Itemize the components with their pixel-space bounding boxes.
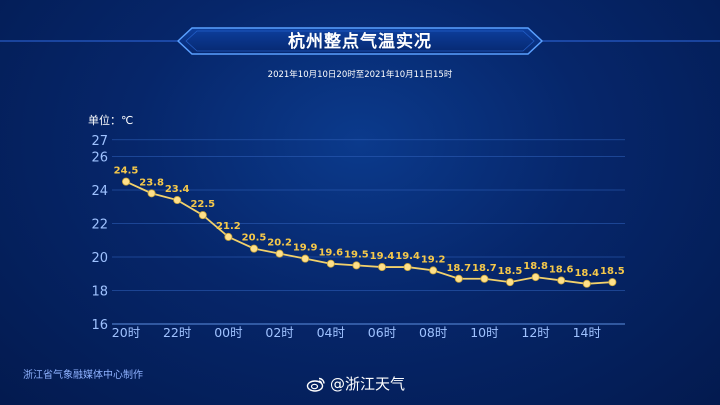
weibo-watermark: @浙江天气: [306, 373, 405, 394]
data-point: [224, 232, 233, 241]
page-title: 杭州整点气温实况: [288, 32, 432, 52]
data-label: 18.7: [472, 263, 497, 274]
data-label: 23.8: [139, 177, 164, 188]
data-point: [147, 189, 156, 198]
data-point: [275, 249, 284, 258]
data-label: 18.8: [523, 261, 548, 272]
footer-credit: 浙江省气象融媒体中心制作: [23, 370, 143, 381]
data-point: [608, 278, 617, 287]
x-tick-label: 04时: [317, 325, 346, 340]
data-label: 23.4: [165, 184, 190, 195]
y-tick-label: 24: [91, 184, 108, 199]
x-tick-label: 02时: [265, 325, 294, 340]
x-tick-label: 14时: [573, 325, 602, 340]
data-label: 21.2: [216, 221, 241, 232]
data-label: 18.5: [600, 266, 625, 277]
y-tick-label: 18: [91, 285, 108, 300]
data-point: [403, 263, 412, 272]
data-point: [505, 278, 514, 287]
data-point: [480, 274, 489, 283]
x-tick-label: 22时: [163, 325, 192, 340]
data-label: 22.5: [190, 199, 215, 210]
data-label: 20.5: [242, 233, 267, 244]
y-tick-label: 27: [91, 134, 108, 149]
temperature-series-line: [125, 180, 613, 285]
time-range-subtitle: 2021年10月10日20时至2021年10月11日15时: [267, 70, 453, 80]
data-label: 18.5: [498, 266, 523, 277]
data-label: 18.7: [446, 263, 471, 274]
y-tick-label: 26: [91, 151, 108, 166]
weibo-handle: @浙江天气: [330, 375, 406, 393]
data-label: 24.5: [114, 166, 139, 177]
data-point: [173, 196, 182, 205]
data-label: 19.6: [318, 248, 343, 259]
data-label: 19.2: [421, 254, 446, 265]
y-tick-label: 20: [91, 251, 108, 266]
data-point: [377, 263, 386, 272]
x-tick-label: 06时: [368, 325, 397, 340]
data-label: 19.9: [293, 243, 318, 254]
unit-label: 单位：℃: [88, 114, 134, 127]
data-label: 19.4: [370, 251, 395, 262]
weibo-icon: [306, 377, 325, 392]
x-tick-label: 00时: [214, 325, 243, 340]
data-point: [249, 244, 258, 253]
y-tick-label: 16: [91, 318, 108, 333]
data-label: 18.4: [574, 268, 599, 279]
data-label: 18.6: [549, 264, 574, 275]
data-point: [122, 177, 131, 186]
data-point: [352, 261, 361, 270]
x-tick-label: 08时: [419, 325, 448, 340]
y-tick-label: 22: [91, 218, 108, 233]
data-point: [557, 276, 566, 285]
data-point: [454, 274, 463, 283]
data-label: 19.5: [344, 249, 369, 260]
x-tick-label: 20时: [112, 325, 141, 340]
data-point: [326, 259, 335, 268]
x-tick-label: 12时: [521, 325, 550, 340]
data-label: 19.4: [395, 251, 420, 262]
data-point: [301, 254, 310, 263]
data-point: [531, 273, 540, 282]
data-label: 20.2: [267, 238, 292, 249]
data-point: [582, 279, 591, 288]
data-point: [198, 211, 207, 220]
x-tick-label: 10时: [470, 325, 499, 340]
data-point: [429, 266, 438, 275]
